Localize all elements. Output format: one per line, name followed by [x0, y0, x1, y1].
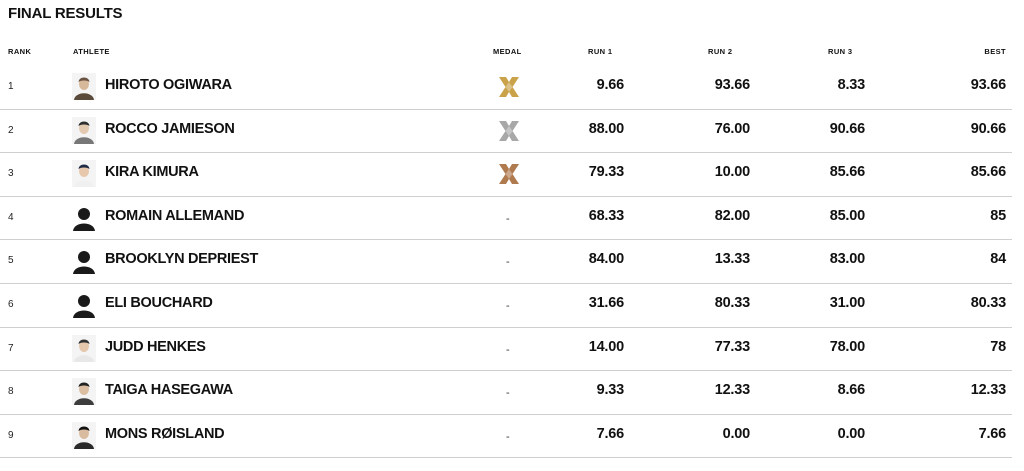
medal-empty: -: [506, 343, 510, 356]
run-2-score: 76.00: [714, 120, 750, 137]
header-run-3: RUN 3: [828, 47, 853, 56]
run-2-score: 77.33: [714, 338, 750, 355]
athlete-name[interactable]: KIRA KIMURA: [105, 164, 199, 181]
run-3-score: 78.00: [829, 338, 865, 355]
run-2-score: 10.00: [714, 164, 750, 181]
medal-empty: -: [506, 212, 510, 225]
run-2-score: 80.33: [714, 294, 750, 311]
athlete-avatar[interactable]: [72, 334, 96, 362]
rank-cell: 2: [8, 124, 14, 136]
best-score: 90.66: [970, 120, 1006, 137]
header-run-2: RUN 2: [708, 47, 733, 56]
run-1-score: 9.66: [596, 77, 625, 93]
athlete-name[interactable]: ROCCO JAMIESON: [105, 120, 235, 137]
athlete-name[interactable]: HIROTO OGIWARA: [105, 77, 232, 93]
run-2-score: 82.00: [714, 207, 750, 224]
run-3-score: 8.66: [837, 382, 866, 399]
best-score: 78: [990, 338, 1006, 355]
table-row[interactable]: 3 KIRA KIMURA 79.33 10.00 85.66 85.66: [0, 153, 1012, 197]
header-best: BEST: [984, 47, 1006, 56]
run-3-score: 83.00: [829, 251, 865, 268]
avatar-placeholder-icon[interactable]: [72, 290, 96, 318]
medal-empty: -: [506, 430, 510, 443]
table-row[interactable]: 2 ROCCO JAMIESON 88.00 76.00 90.66 90.66: [0, 110, 1012, 154]
athlete-name[interactable]: TAIGA HASEGAWA: [105, 382, 233, 399]
athlete-name[interactable]: MONS RØISLAND: [105, 425, 225, 442]
run-3-score: 0.00: [837, 425, 866, 442]
rank-cell: 1: [8, 81, 14, 92]
header-rank: RANK: [8, 47, 32, 56]
medal-empty: -: [506, 256, 510, 269]
run-1-score: 7.66: [596, 425, 625, 442]
medal-empty: -: [506, 387, 510, 400]
run-1-score: 84.00: [588, 251, 624, 268]
header-run-1: RUN 1: [588, 47, 613, 56]
table-body: 1 HIROTO OGIWARA 9.66 93.66 8.33 93.66 2 ROCCO …: [0, 66, 1012, 459]
results-table: RANK ATHLETE MEDAL RUN 1 RUN 2 RUN 3 BES…: [0, 37, 1012, 459]
best-score: 93.66: [970, 77, 1006, 93]
run-1-score: 31.66: [588, 294, 624, 311]
athlete-name[interactable]: JUDD HENKES: [105, 338, 206, 355]
best-score: 85.66: [970, 164, 1006, 181]
header-medal: MEDAL: [493, 47, 522, 56]
run-3-score: 85.00: [829, 207, 865, 224]
run-1-score: 79.33: [588, 164, 624, 181]
avatar-placeholder-icon[interactable]: [72, 203, 96, 231]
avatar-placeholder-icon[interactable]: [72, 247, 96, 275]
medal-empty: -: [506, 299, 510, 312]
table-header: RANK ATHLETE MEDAL RUN 1 RUN 2 RUN 3 BES…: [0, 37, 1012, 66]
silver-medal-icon: [496, 118, 522, 144]
athlete-avatar[interactable]: [72, 73, 96, 100]
athlete-name[interactable]: BROOKLYN DEPRIEST: [105, 251, 259, 268]
athlete-avatar[interactable]: [72, 421, 96, 449]
athlete-avatar[interactable]: [72, 378, 96, 406]
run-1-score: 88.00: [588, 120, 624, 137]
table-row[interactable]: 6 ELI BOUCHARD - 31.66 80.33 31.00 80.33: [0, 284, 1012, 328]
rank-cell: 3: [8, 168, 14, 180]
athlete-avatar[interactable]: [72, 116, 96, 144]
best-score: 80.33: [970, 294, 1006, 311]
page-title: FINAL RESULTS: [8, 5, 123, 22]
run-1-score: 68.33: [588, 207, 624, 224]
run-3-score: 8.33: [837, 77, 866, 93]
table-row[interactable]: 1 HIROTO OGIWARA 9.66 93.66 8.33 93.66: [0, 66, 1012, 110]
run-2-score: 13.33: [714, 251, 750, 268]
run-1-score: 14.00: [588, 338, 624, 355]
run-2-score: 93.66: [714, 77, 750, 93]
rank-cell: 4: [8, 211, 14, 223]
bronze-medal-icon: [496, 161, 522, 187]
rank-cell: 6: [8, 298, 14, 310]
best-score: 84: [990, 251, 1006, 268]
best-score: 12.33: [970, 382, 1006, 399]
rank-cell: 9: [8, 429, 14, 441]
rank-cell: 7: [8, 342, 14, 354]
run-3-score: 85.66: [829, 164, 865, 181]
table-row[interactable]: 7 JUDD HENKES - 14.00 77.33 78.00 78: [0, 328, 1012, 372]
header-athlete: ATHLETE: [73, 47, 110, 56]
table-row[interactable]: 9 MONS RØISLAND - 7.66 0.00 0.00 7.66: [0, 415, 1012, 459]
athlete-name[interactable]: ELI BOUCHARD: [105, 294, 213, 311]
rank-cell: 8: [8, 386, 14, 398]
run-2-score: 0.00: [722, 425, 751, 442]
best-score: 85: [990, 207, 1006, 224]
run-3-score: 31.00: [829, 294, 865, 311]
gold-medal-icon: [496, 74, 522, 100]
rank-cell: 5: [8, 255, 14, 267]
run-1-score: 9.33: [596, 382, 625, 399]
athlete-avatar[interactable]: [72, 160, 96, 188]
run-2-score: 12.33: [714, 382, 750, 399]
best-score: 7.66: [978, 425, 1007, 442]
table-row[interactable]: 5 BROOKLYN DEPRIEST - 84.00 13.33 83.00 84: [0, 240, 1012, 284]
athlete-name[interactable]: ROMAIN ALLEMAND: [105, 207, 245, 224]
run-3-score: 90.66: [829, 120, 865, 137]
table-row[interactable]: 4 ROMAIN ALLEMAND - 68.33 82.00 85.00 85: [0, 197, 1012, 241]
table-row[interactable]: 8 TAIGA HASEGAWA - 9.33 12.33 8.66 12.33: [0, 371, 1012, 415]
